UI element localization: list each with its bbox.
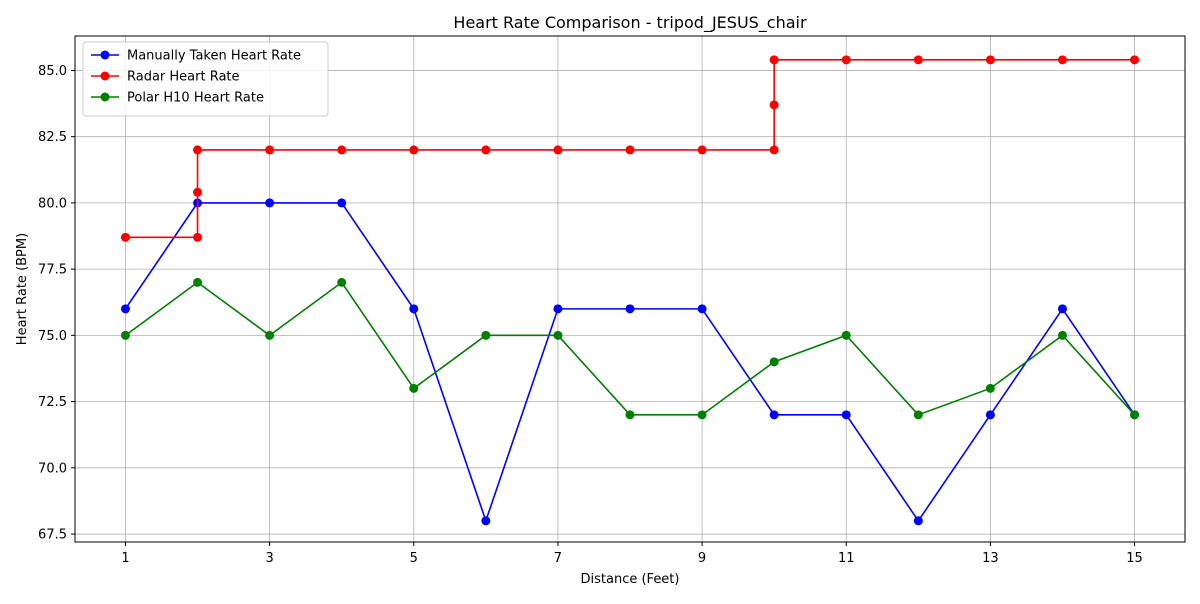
data-point <box>481 145 491 155</box>
data-point <box>913 516 923 526</box>
data-point <box>697 410 707 420</box>
legend-entry-label: Manually Taken Heart Rate <box>127 49 301 64</box>
y-tick-label: 70.0 <box>38 461 67 476</box>
data-point <box>769 410 779 420</box>
series-layer <box>120 55 1140 526</box>
data-point <box>409 383 419 393</box>
data-point <box>625 410 635 420</box>
x-tick-label: 5 <box>410 551 418 566</box>
y-tick-label: 67.5 <box>38 528 67 543</box>
data-point <box>120 304 130 314</box>
y-tick-label: 85.0 <box>38 64 67 79</box>
legend: Manually Taken Heart Rate Radar Heart Rat… <box>82 41 329 117</box>
data-point <box>193 232 203 242</box>
legend-marker <box>100 92 110 102</box>
y-tick-label: 82.5 <box>38 130 67 145</box>
data-point <box>265 330 275 340</box>
data-point <box>841 330 851 340</box>
grid-lines <box>75 36 1185 542</box>
data-point <box>553 145 563 155</box>
data-point <box>337 277 347 287</box>
series-line <box>124 281 1136 416</box>
x-tick-label: 7 <box>554 551 562 566</box>
x-tick-label: 15 <box>1126 551 1143 566</box>
data-point <box>769 100 779 110</box>
data-point <box>409 304 419 314</box>
data-point <box>1130 410 1140 420</box>
series-0 <box>120 198 1140 526</box>
y-tick-label: 77.5 <box>38 263 67 278</box>
data-point <box>265 198 275 208</box>
data-point <box>553 330 563 340</box>
data-point <box>1057 304 1067 314</box>
data-point <box>625 304 635 314</box>
data-point <box>985 410 995 420</box>
data-point <box>841 55 851 65</box>
x-tick-label: 3 <box>265 551 273 566</box>
data-point <box>769 55 779 65</box>
y-axis-label: Heart Rate (BPM) <box>15 233 30 345</box>
data-point <box>913 55 923 65</box>
data-point <box>193 145 203 155</box>
data-point <box>409 145 419 155</box>
series-line <box>124 202 1136 524</box>
data-point <box>481 516 491 526</box>
series-1 <box>120 55 1140 242</box>
legend-box <box>82 41 329 117</box>
x-tick-label: 1 <box>121 551 129 566</box>
data-point <box>120 330 130 340</box>
series-2 <box>120 277 1140 420</box>
data-point <box>1130 55 1140 65</box>
legend-entry-label: Polar H10 Heart Rate <box>127 91 264 106</box>
y-tick-label: 80.0 <box>38 196 67 211</box>
data-point <box>120 232 130 242</box>
data-point <box>553 304 563 314</box>
legend-marker <box>100 50 110 60</box>
x-tick-label: 11 <box>838 551 855 566</box>
data-point <box>193 277 203 287</box>
data-point <box>697 304 707 314</box>
x-tick-label: 9 <box>698 551 706 566</box>
axis-ticks: 1 3 5 7 9 11 13 1567.570.072.575.077.580.082.58… <box>38 64 1143 566</box>
x-axis-label: Distance (Feet) <box>581 572 680 587</box>
plot-frame <box>74 35 1186 543</box>
data-point <box>1057 330 1067 340</box>
data-point <box>769 145 779 155</box>
data-point <box>481 330 491 340</box>
x-tick-label: 13 <box>982 551 999 566</box>
data-point <box>697 145 707 155</box>
y-tick-label: 72.5 <box>38 395 67 410</box>
data-point <box>769 357 779 367</box>
data-point <box>625 145 635 155</box>
legend-marker <box>100 71 110 81</box>
data-point <box>913 410 923 420</box>
data-point <box>337 198 347 208</box>
data-point <box>193 187 203 197</box>
data-point <box>265 145 275 155</box>
data-point <box>841 410 851 420</box>
legend-entry-label: Radar Heart Rate <box>127 70 240 85</box>
data-point <box>985 55 995 65</box>
chart-title: Heart Rate Comparison - tripod_JESUS_cha… <box>453 13 807 33</box>
data-point <box>337 145 347 155</box>
y-tick-label: 75.0 <box>38 329 67 344</box>
data-point <box>1057 55 1067 65</box>
data-point <box>985 383 995 393</box>
